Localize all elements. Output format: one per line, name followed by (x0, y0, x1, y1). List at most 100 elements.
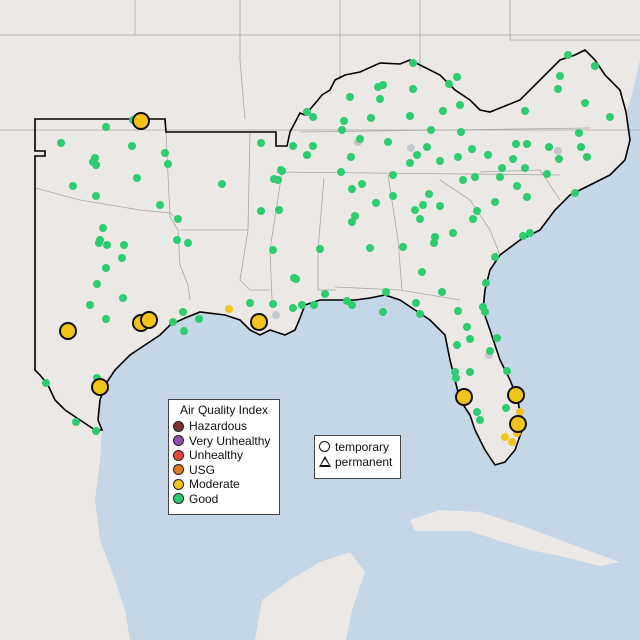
monitor-moderate-temporary[interactable] (250, 313, 268, 331)
monitor-good[interactable] (374, 83, 382, 91)
monitor-good[interactable] (57, 139, 65, 147)
monitor-good[interactable] (348, 185, 356, 193)
monitor-good[interactable] (412, 299, 420, 307)
monitor-good[interactable] (496, 173, 504, 181)
monitor-good[interactable] (453, 341, 461, 349)
monitor-good[interactable] (409, 59, 417, 67)
monitor-good[interactable] (575, 129, 583, 137)
monitor-good[interactable] (384, 138, 392, 146)
monitor-good[interactable] (86, 301, 94, 309)
monitor-good[interactable] (274, 176, 282, 184)
monitor-moderate-temporary[interactable] (59, 322, 77, 340)
monitor-good[interactable] (523, 193, 531, 201)
monitor-good[interactable] (491, 198, 499, 206)
monitor-good[interactable] (466, 335, 474, 343)
monitor-good[interactable] (543, 170, 551, 178)
monitor-good[interactable] (439, 107, 447, 115)
monitor-good[interactable] (184, 239, 192, 247)
monitor-good[interactable] (164, 160, 172, 168)
monitor-no-data[interactable] (407, 144, 415, 152)
monitor-good[interactable] (413, 151, 421, 159)
monitor-good[interactable] (195, 315, 203, 323)
monitor-good[interactable] (491, 253, 499, 261)
monitor-good[interactable] (346, 93, 354, 101)
monitor-good[interactable] (456, 101, 464, 109)
monitor-good[interactable] (466, 368, 474, 376)
monitor-good[interactable] (99, 224, 107, 232)
monitor-good[interactable] (269, 246, 277, 254)
monitor-moderate-temporary[interactable] (507, 386, 525, 404)
monitor-good[interactable] (457, 128, 465, 136)
monitor-good[interactable] (545, 143, 553, 151)
monitor-good[interactable] (246, 299, 254, 307)
monitor-good[interactable] (257, 207, 265, 215)
monitor-moderate[interactable] (225, 305, 233, 313)
monitor-good[interactable] (92, 192, 100, 200)
monitor-good[interactable] (564, 51, 572, 59)
monitor-good[interactable] (358, 180, 366, 188)
monitor-good[interactable] (436, 157, 444, 165)
monitor-good[interactable] (427, 126, 435, 134)
monitor-good[interactable] (554, 85, 562, 93)
monitor-moderate-temporary[interactable] (132, 112, 150, 130)
monitor-good[interactable] (92, 161, 100, 169)
monitor-good[interactable] (156, 201, 164, 209)
monitor-good[interactable] (102, 315, 110, 323)
monitor-good[interactable] (406, 112, 414, 120)
monitor-good[interactable] (321, 290, 329, 298)
monitor-good[interactable] (473, 408, 481, 416)
monitor-good[interactable] (303, 151, 311, 159)
monitor-good[interactable] (347, 153, 355, 161)
monitor-good[interactable] (42, 379, 50, 387)
monitor-good[interactable] (379, 308, 387, 316)
monitor-good[interactable] (519, 232, 527, 240)
monitor-good[interactable] (498, 164, 506, 172)
monitor-good[interactable] (257, 139, 265, 147)
monitor-good[interactable] (298, 301, 306, 309)
monitor-good[interactable] (577, 143, 585, 151)
monitor-good[interactable] (513, 182, 521, 190)
monitor-good[interactable] (269, 300, 277, 308)
monitor-good[interactable] (481, 308, 489, 316)
monitor-good[interactable] (292, 275, 300, 283)
monitor-good[interactable] (309, 142, 317, 150)
monitor-good[interactable] (133, 174, 141, 182)
monitor-good[interactable] (454, 307, 462, 315)
monitor-good[interactable] (72, 418, 80, 426)
monitor-no-data[interactable] (272, 311, 280, 319)
monitor-good[interactable] (418, 268, 426, 276)
monitor-good[interactable] (338, 126, 346, 134)
monitor-good[interactable] (555, 155, 563, 163)
monitor-good[interactable] (476, 416, 484, 424)
monitor-moderate-temporary[interactable] (455, 388, 473, 406)
monitor-good[interactable] (486, 347, 494, 355)
monitor-good[interactable] (310, 301, 318, 309)
monitor-good[interactable] (118, 254, 126, 262)
monitor-moderate[interactable] (516, 408, 524, 416)
monitor-good[interactable] (493, 334, 501, 342)
monitor-good[interactable] (409, 85, 417, 93)
monitor-good[interactable] (526, 229, 534, 237)
monitor-good[interactable] (340, 117, 348, 125)
monitor-good[interactable] (174, 215, 182, 223)
monitor-good[interactable] (468, 145, 476, 153)
monitor-good[interactable] (454, 153, 462, 161)
monitor-good[interactable] (102, 264, 110, 272)
monitor-good[interactable] (406, 159, 414, 167)
monitor-good[interactable] (180, 327, 188, 335)
monitor-good[interactable] (469, 215, 477, 223)
monitor-good[interactable] (120, 241, 128, 249)
monitor-moderate[interactable] (508, 438, 516, 446)
monitor-good[interactable] (431, 233, 439, 241)
monitor-good[interactable] (348, 301, 356, 309)
monitor-good[interactable] (128, 142, 136, 150)
monitor-good[interactable] (449, 229, 457, 237)
monitor-good[interactable] (218, 180, 226, 188)
monitor-good[interactable] (411, 206, 419, 214)
monitor-good[interactable] (337, 168, 345, 176)
monitor-good[interactable] (512, 140, 520, 148)
monitor-good[interactable] (430, 239, 438, 247)
monitor-good[interactable] (571, 189, 579, 197)
monitor-good[interactable] (471, 173, 479, 181)
